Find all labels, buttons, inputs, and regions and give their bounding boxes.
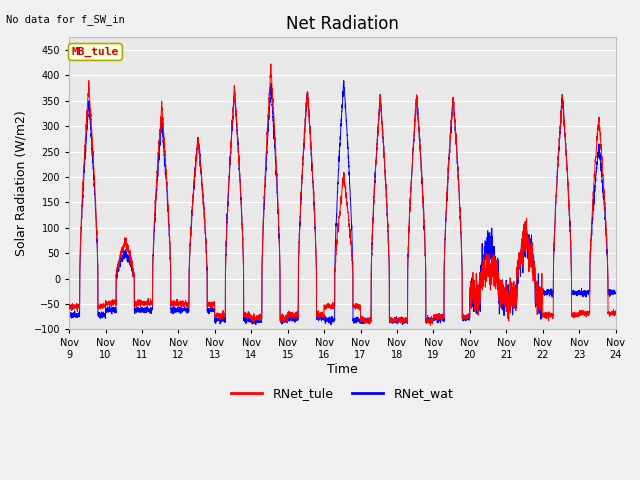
RNet_wat: [340, 78, 348, 84]
RNet_wat: [465, 314, 473, 320]
Text: No data for f_SW_in: No data for f_SW_in: [6, 14, 125, 25]
RNet_tule: [65, 303, 73, 309]
RNet_wat: [163, 194, 171, 200]
Title: Net Radiation: Net Radiation: [286, 15, 399, 33]
RNet_tule: [465, 314, 473, 320]
RNet_tule: [435, 312, 442, 318]
RNet_wat: [611, 289, 619, 295]
Line: RNet_tule: RNet_tule: [69, 64, 616, 325]
RNet_tule: [322, 303, 330, 309]
RNet_tule: [427, 323, 435, 328]
RNet_wat: [65, 310, 73, 316]
RNet_tule: [163, 188, 171, 194]
Line: RNet_wat: RNet_wat: [69, 81, 616, 324]
X-axis label: Time: Time: [327, 363, 358, 376]
RNet_wat: [327, 322, 335, 327]
RNet_wat: [435, 320, 442, 325]
RNet_tule: [612, 308, 620, 314]
RNet_tule: [267, 61, 275, 67]
RNet_tule: [496, 298, 504, 304]
RNet_wat: [612, 290, 620, 296]
Y-axis label: Solar Radiation (W/m2): Solar Radiation (W/m2): [15, 110, 28, 256]
RNet_wat: [496, 304, 504, 310]
Text: MB_tule: MB_tule: [72, 47, 119, 57]
RNet_tule: [611, 310, 619, 316]
RNet_wat: [322, 317, 330, 323]
Legend: RNet_tule, RNet_wat: RNet_tule, RNet_wat: [226, 382, 458, 405]
